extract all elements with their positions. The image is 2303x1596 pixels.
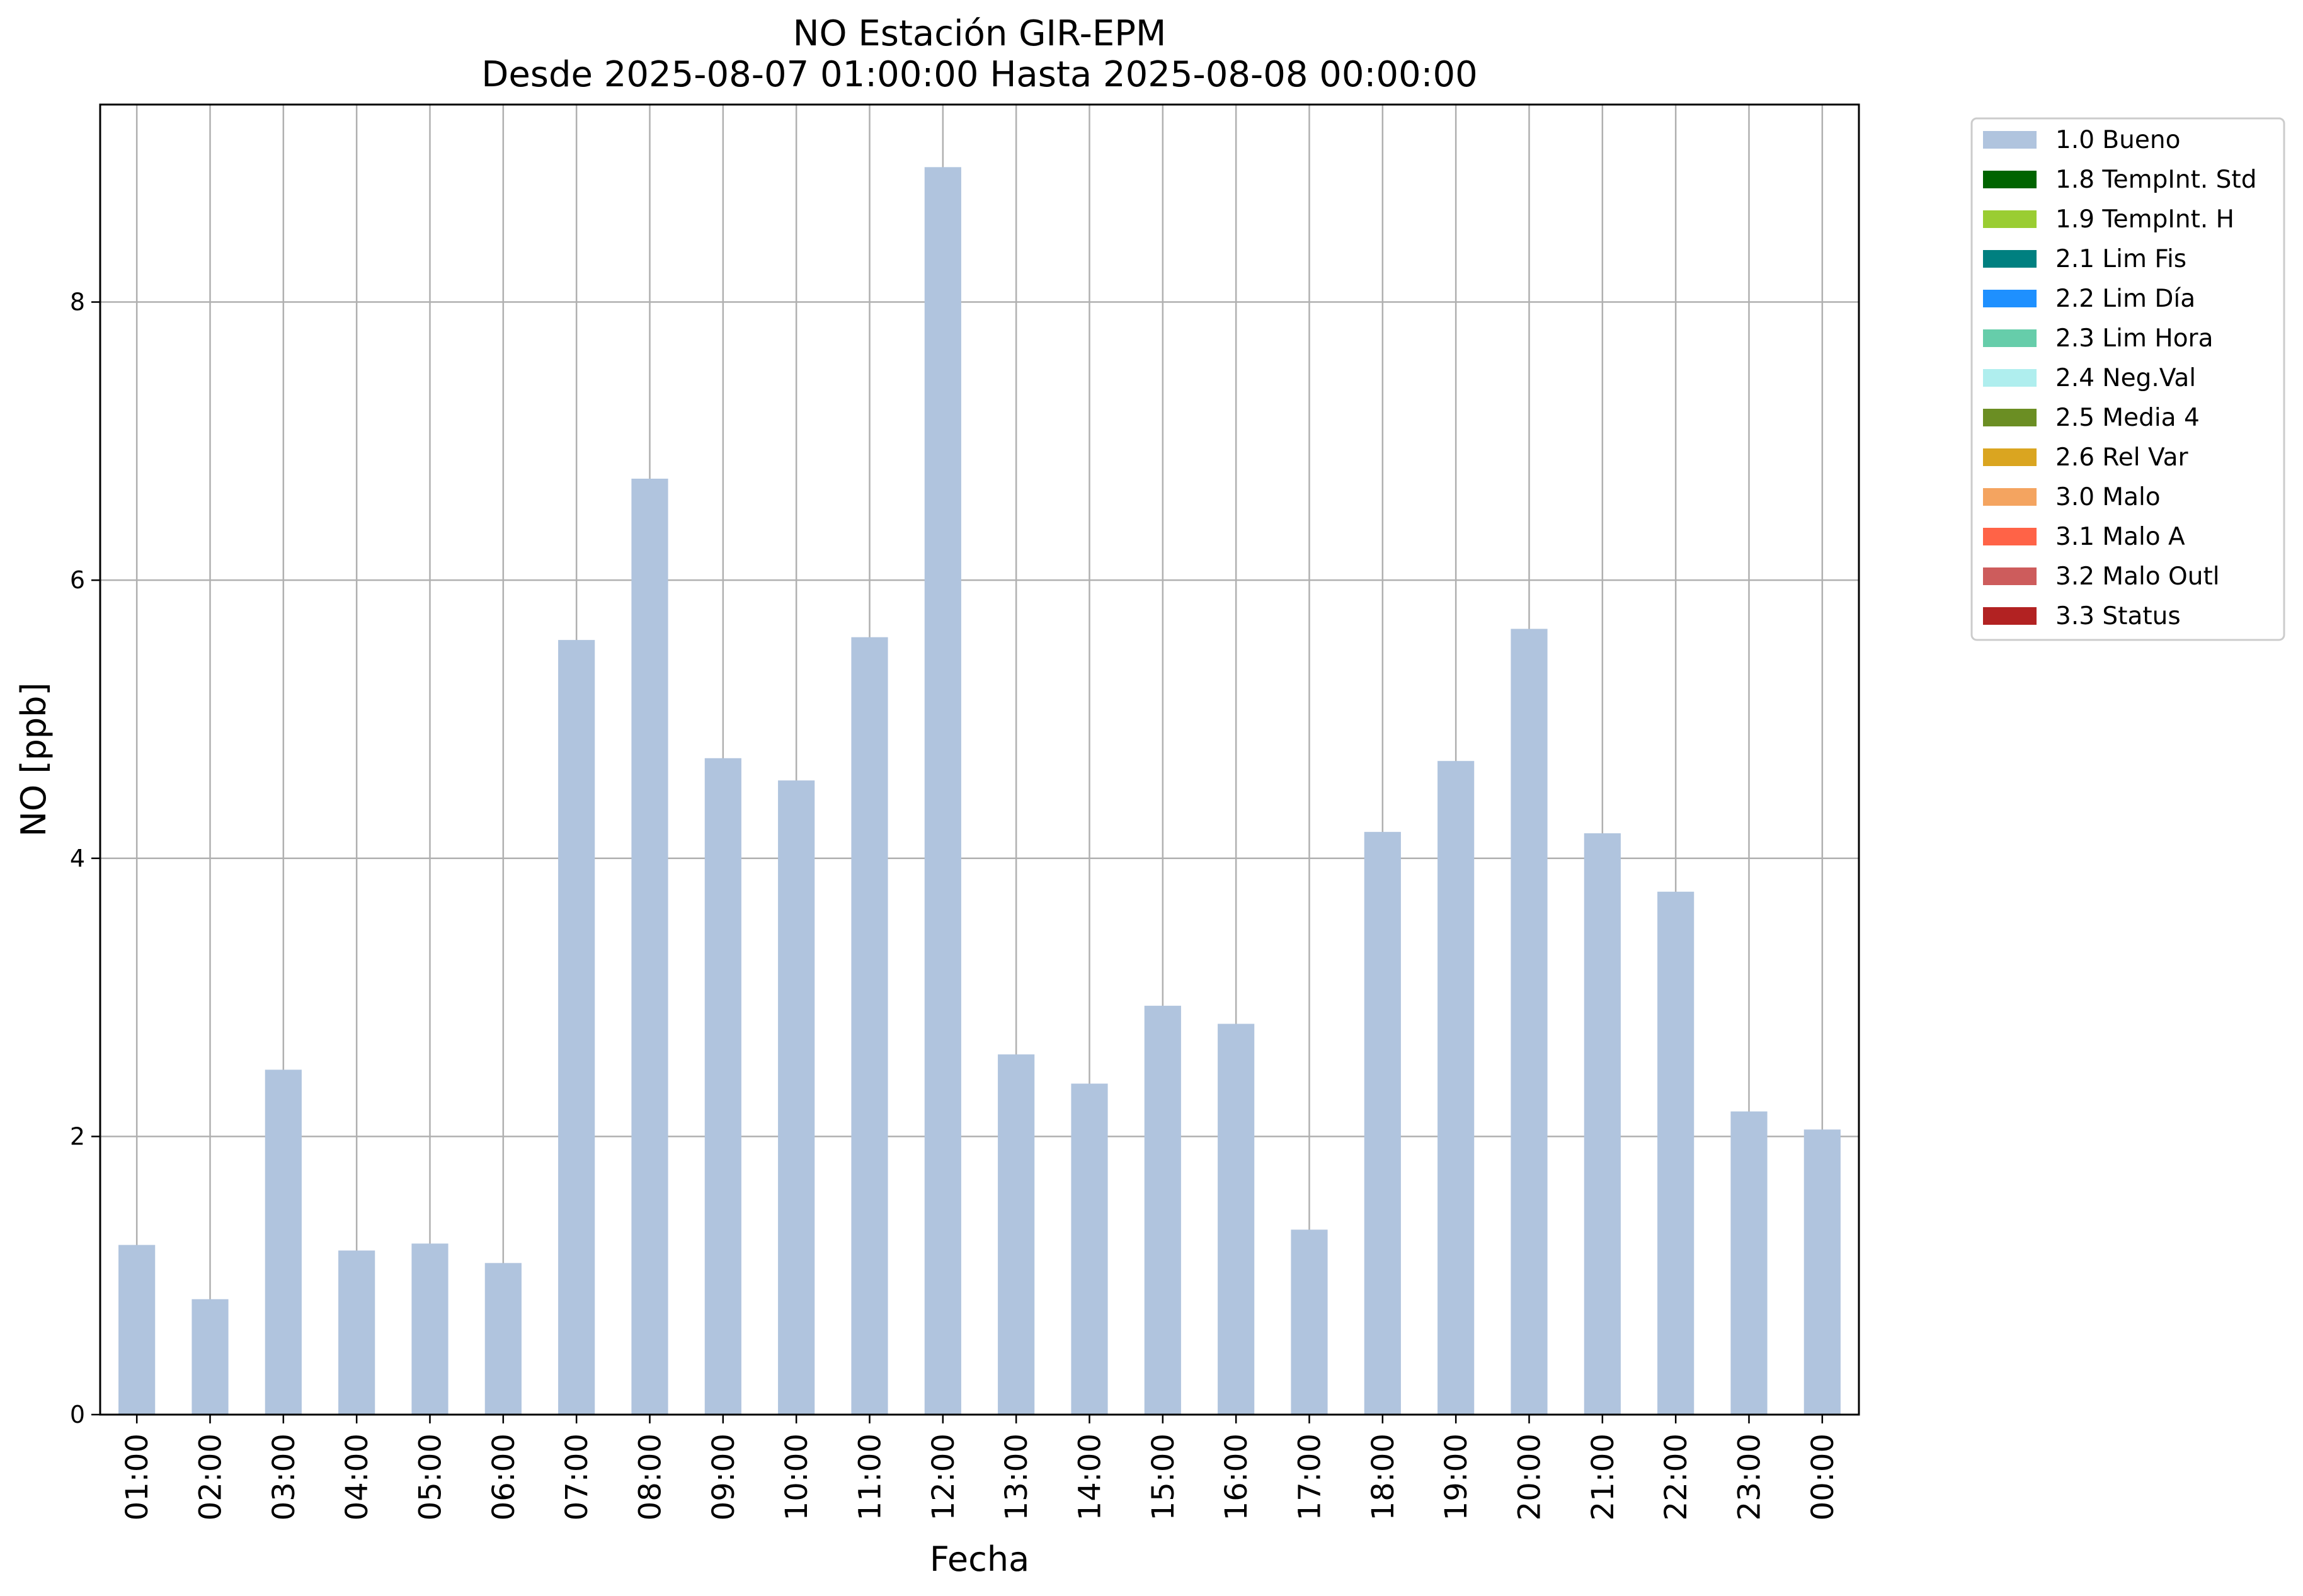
legend-swatch — [1983, 488, 2037, 506]
bar-1200 — [924, 167, 961, 1415]
legend-label: 2.6 Rel Var — [2055, 443, 2189, 472]
legend-label: 1.8 TempInt. Std — [2055, 166, 2256, 194]
x-tick-label: 04:00 — [340, 1434, 375, 1520]
bar-0900 — [704, 758, 741, 1415]
x-tick-label: 03:00 — [266, 1434, 302, 1520]
legend-label: 1.9 TempInt. H — [2055, 205, 2234, 234]
legend-swatch — [1983, 171, 2037, 188]
bar-1000 — [778, 780, 815, 1415]
x-tick-label: 08:00 — [633, 1434, 668, 1520]
legend-label: 2.3 Lim Hora — [2055, 324, 2214, 353]
bar-0200 — [191, 1299, 229, 1415]
bar-0300 — [265, 1069, 302, 1415]
x-tick-label: 21:00 — [1586, 1434, 1621, 1520]
bar-0600 — [484, 1263, 522, 1415]
legend-label: 3.0 Malo — [2055, 483, 2161, 511]
legend-label: 2.4 Neg.Val — [2055, 364, 2196, 392]
bar-1700 — [1291, 1229, 1328, 1415]
y-tick-label: 4 — [70, 845, 85, 872]
legend-label: 3.3 Status — [2055, 602, 2181, 630]
x-axis-label: Fecha — [930, 1539, 1029, 1579]
x-tick-label: 19:00 — [1439, 1434, 1474, 1520]
legend-label: 2.5 Media 4 — [2055, 404, 2200, 432]
legend-label: 3.1 Malo A — [2055, 523, 2185, 551]
x-tick-label: 01:00 — [120, 1434, 155, 1520]
bar-2300 — [1730, 1111, 1768, 1415]
bar-0500 — [411, 1243, 449, 1415]
bar-0800 — [631, 478, 668, 1415]
bar-1900 — [1437, 761, 1475, 1415]
x-tick-label: 15:00 — [1146, 1434, 1181, 1520]
legend-frame — [1970, 117, 2285, 641]
legend-swatch — [1983, 329, 2037, 347]
x-tick-label: 13:00 — [999, 1434, 1034, 1520]
legend-swatch — [1983, 448, 2037, 466]
x-tick-label: 14:00 — [1073, 1434, 1108, 1520]
y-tick-label: 0 — [70, 1401, 85, 1428]
chart-title: NO Estación GIR-EPM — [793, 13, 1167, 54]
chart-subtitle: Desde 2025-08-07 01:00:00 Hasta 2025-08-… — [481, 54, 1478, 95]
y-axis: 0 2 4 6 8 — [70, 288, 100, 1428]
legend-label: 2.1 Lim Fis — [2055, 245, 2186, 273]
bars — [118, 167, 1841, 1415]
legend-swatch — [1983, 250, 2037, 268]
bar-1400 — [1071, 1083, 1108, 1415]
x-tick-label: 17:00 — [1293, 1434, 1328, 1520]
bar-1600 — [1218, 1023, 1255, 1415]
legend-swatch — [1983, 409, 2037, 426]
x-tick-label: 00:00 — [1805, 1434, 1841, 1520]
y-tick-label: 8 — [70, 288, 85, 316]
legend-swatch — [1983, 290, 2037, 307]
x-tick-label: 12:00 — [926, 1434, 961, 1520]
bar-1300 — [998, 1054, 1035, 1415]
bar-2100 — [1584, 833, 1621, 1415]
y-axis-label: NO [ppb] — [14, 682, 54, 836]
x-tick-label: 06:00 — [486, 1434, 522, 1520]
bar-0000 — [1803, 1129, 1841, 1415]
y-tick-label: 6 — [70, 566, 85, 594]
x-tick-label: 11:00 — [853, 1434, 888, 1520]
y-tick-label: 2 — [70, 1122, 85, 1150]
x-tick-label: 20:00 — [1512, 1434, 1548, 1520]
plot-frame — [99, 103, 1860, 1416]
x-tick-label: 23:00 — [1732, 1434, 1768, 1520]
legend-swatch — [1983, 210, 2037, 228]
legend-label: 2.2 Lim Día — [2055, 285, 2195, 313]
legend-swatch — [1983, 131, 2037, 149]
legend-label: 3.2 Malo Outl — [2055, 562, 2220, 591]
x-tick-label: 07:00 — [559, 1434, 595, 1520]
x-tick-label: 10:00 — [779, 1434, 814, 1520]
bar-0700 — [558, 640, 595, 1415]
bar-0100 — [118, 1245, 156, 1415]
legend: 1.0 Bueno 1.8 TempInt. Std 1.9 TempInt. H 2… — [1970, 117, 2285, 641]
bar-2200 — [1657, 891, 1694, 1415]
x-tick-label: 16:00 — [1219, 1434, 1254, 1520]
bar-1500 — [1144, 1005, 1181, 1415]
bar-2000 — [1511, 629, 1548, 1415]
bar-1800 — [1364, 831, 1401, 1415]
bar-0400 — [338, 1250, 375, 1415]
x-tick-label: 09:00 — [706, 1434, 741, 1520]
x-tick-label: 02:00 — [193, 1434, 229, 1520]
legend-swatch — [1983, 567, 2037, 585]
legend-swatch — [1983, 607, 2037, 625]
x-tick-label: 05:00 — [413, 1434, 449, 1520]
legend-label: 1.0 Bueno — [2055, 126, 2180, 154]
x-tick-label: 18:00 — [1366, 1434, 1401, 1520]
x-tick-label: 22:00 — [1659, 1434, 1694, 1520]
legend-swatch — [1983, 528, 2037, 545]
bar-1100 — [851, 637, 888, 1415]
x-axis: 01:00 02:00 03:00 04:00 05:00 06:00 07:00 08:00… — [120, 1415, 1841, 1520]
legend-swatch — [1983, 369, 2037, 387]
